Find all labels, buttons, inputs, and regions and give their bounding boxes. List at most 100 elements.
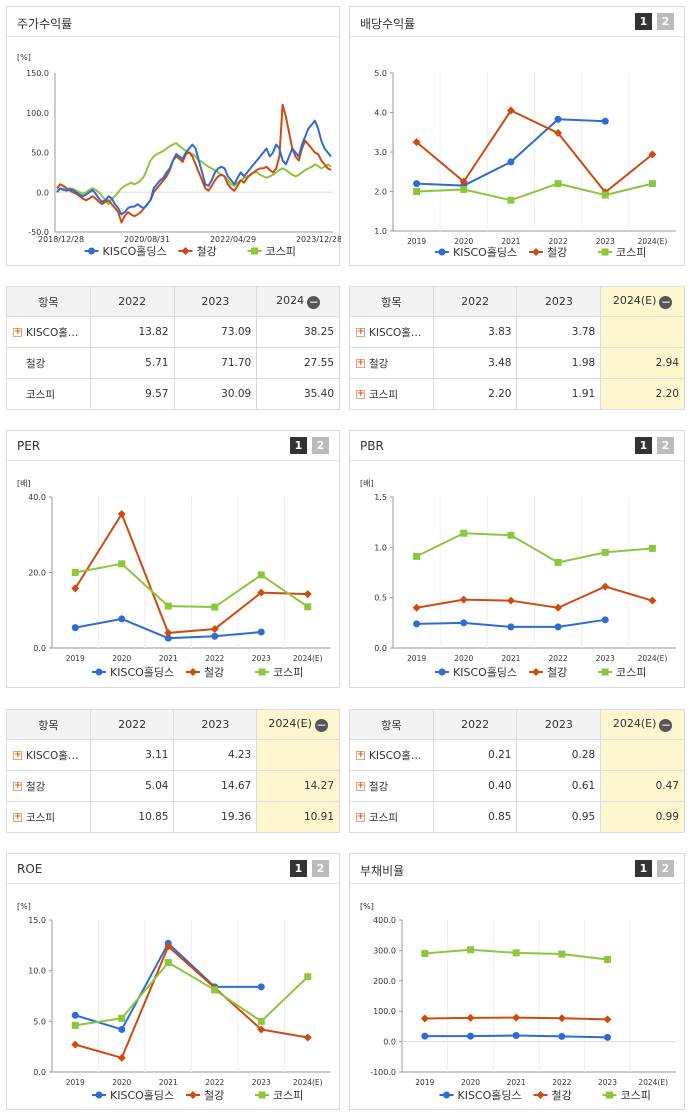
panel-title: 부채비율 (360, 864, 405, 878)
row-name-cell: 코스피 (6, 378, 91, 410)
row-name[interactable]: KISCO홀… (369, 326, 422, 339)
y-tick-label: 200.0 (373, 977, 396, 986)
series-line (56, 103, 332, 224)
data-point (257, 628, 265, 636)
row-name-cell: + KISCO홀… (6, 316, 91, 348)
table-row: 철강 5.71 71.70 27.55 (6, 347, 340, 379)
period-button-2[interactable]: 2 (657, 13, 674, 30)
value-cell: 5.71 (89, 347, 175, 379)
y-tick-label: 100.0 (373, 1007, 396, 1016)
y-tick-label: 0.0 (33, 644, 46, 653)
panel-title: ROE (17, 862, 43, 876)
panel-title: 주가수익률 (17, 17, 73, 31)
data-point (412, 603, 421, 612)
period-button-2[interactable]: 2 (312, 437, 329, 454)
value-cell: 0.61 (516, 770, 602, 802)
data-point (604, 956, 611, 964)
row-name[interactable]: KISCO홀… (26, 749, 79, 762)
row-name[interactable]: 철강 (369, 780, 389, 793)
data-point (413, 552, 421, 560)
period-button-2[interactable]: 2 (657, 860, 674, 877)
value-cell: 0.21 (432, 739, 518, 771)
expand-plus-icon[interactable]: + (356, 358, 365, 368)
x-tick-label: 2021 (501, 654, 520, 663)
data-point (512, 949, 520, 957)
row-name[interactable]: KISCO홀… (369, 749, 422, 762)
x-tick-label: 2019 (66, 1078, 85, 1087)
expand-plus-icon[interactable]: + (356, 781, 365, 791)
value-cell: 0.99 (600, 801, 685, 833)
data-point (648, 180, 656, 188)
legend-marker (258, 1091, 266, 1099)
value-cell: 1.91 (516, 378, 602, 410)
data-point (304, 973, 312, 981)
collapse-icon[interactable]: − (314, 718, 328, 732)
legend-marker (601, 248, 609, 256)
row-name[interactable]: 코스피 (369, 811, 398, 824)
table-header-row: 항목 2022 2023 2024(E) − (6, 709, 340, 740)
x-tick-label: 2019 (66, 654, 85, 663)
x-tick-label: 2024(E) (293, 1078, 323, 1087)
expand-plus-icon[interactable]: + (13, 781, 22, 791)
expand-plus-icon[interactable]: + (356, 327, 365, 337)
period-button-1[interactable]: 1 (635, 13, 652, 30)
col-header: 2023 (516, 709, 602, 740)
y-unit-label: [배] (17, 479, 31, 488)
data-point (459, 177, 468, 186)
table-row: + 철강 5.04 14.67 14.27 (6, 770, 340, 802)
row-name[interactable]: 철강 (26, 780, 46, 793)
period-button-2[interactable]: 2 (657, 437, 674, 454)
row-name[interactable]: 코스피 (26, 811, 55, 824)
value-cell: 14.67 (173, 770, 258, 802)
x-tick-label: 2023 (598, 1078, 617, 1087)
debt-ratio-panel: 부채비율 1 2 [%] 400.0 300.0 200.0 100.0 0.0 -100.… (349, 853, 685, 1110)
legend-marker (536, 1091, 545, 1099)
period-toggle: 1 2 (635, 13, 674, 30)
col-header: 2024(E) − (600, 709, 685, 740)
legend-label: KISCO홀딩스 (458, 1089, 522, 1102)
legend-label: 철강 (204, 1089, 224, 1102)
period-button-2[interactable]: 2 (312, 860, 329, 877)
y-unit-label: [%] (360, 902, 374, 911)
expand-plus-icon[interactable]: + (356, 812, 365, 822)
collapse-icon[interactable]: − (307, 295, 321, 309)
value-cell: 10.85 (89, 801, 175, 833)
period-button-1[interactable]: 1 (290, 860, 307, 877)
value-cell: 0.85 (432, 801, 518, 833)
x-tick-label: 2020 (112, 654, 131, 663)
pbr-panel: PBR 1 2 [배] 1.5 1.0 0.5 0.0 2019 2020 2021 2022 2… (349, 430, 685, 688)
data-point (257, 983, 265, 991)
expand-plus-icon[interactable]: + (13, 812, 22, 822)
row-name-cell: + 코스피 (6, 801, 91, 833)
stock-return-panel: 주가수익률 [%] 150.0 100.0 50.0 0.0 -50.0 2018/12/2… (6, 6, 341, 266)
expand-plus-icon[interactable]: + (13, 327, 22, 337)
y-tick-label: 3.0 (374, 148, 387, 157)
collapse-icon[interactable]: − (659, 295, 673, 309)
y-tick-label: -100.0 (370, 1068, 396, 1077)
value-cell: 14.27 (256, 770, 340, 802)
period-button-1[interactable]: 1 (290, 437, 307, 454)
row-name[interactable]: 철강 (369, 357, 389, 370)
value-cell: 71.70 (173, 347, 258, 379)
legend-marker (95, 668, 103, 676)
period-button-1[interactable]: 1 (635, 437, 652, 454)
col-header-label: 2024(E) (612, 294, 657, 307)
panel-header: ROE 1 2 (7, 854, 339, 884)
value-cell: 0.47 (600, 770, 685, 802)
period-button-1[interactable]: 1 (635, 860, 652, 877)
x-tick-label: 2024(E) (638, 1078, 668, 1087)
data-point (257, 571, 265, 579)
panel-header: PBR 1 2 (350, 431, 684, 461)
collapse-icon[interactable]: − (659, 718, 673, 732)
expand-plus-icon[interactable]: + (13, 750, 22, 760)
row-name[interactable]: KISCO홀… (26, 326, 79, 339)
value-cell: 30.09 (173, 378, 258, 410)
expand-plus-icon[interactable]: + (356, 750, 365, 760)
y-tick-label: 1.5 (374, 493, 387, 502)
debt-ratio-chart: [%] 400.0 300.0 200.0 100.0 0.0 -100.0 2019 2020… (360, 902, 676, 1102)
y-tick-label: 15.0 (28, 916, 46, 925)
row-name[interactable]: 코스피 (369, 388, 398, 401)
legend-marker (181, 247, 190, 255)
data-point (554, 115, 562, 123)
expand-plus-icon[interactable]: + (356, 389, 365, 399)
